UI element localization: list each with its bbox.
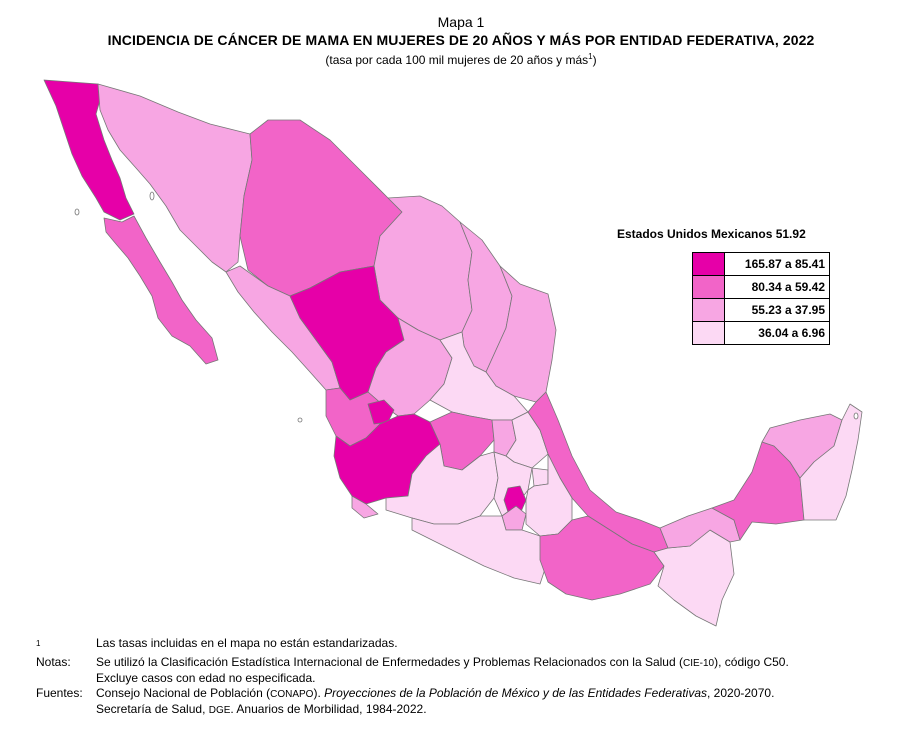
state-tamaulipas [485,265,557,403]
legend-range-class-2: 80.34 a 59.42 [751,280,825,294]
map-number: Mapa 1 [437,14,485,30]
subtitle-footnote-marker: 1 [588,52,593,61]
map-header: Mapa 1 INCIDENCIA DE CÁNCER DE MAMA EN M… [0,14,922,68]
map-subtitle: (tasa por cada 100 mil mujeres de 20 año… [0,49,922,68]
notas-label: Notas: [36,655,71,669]
state-baja-california [43,79,135,221]
fuentes-label: Fuentes: [36,686,83,700]
legend-row: 165.87 a 85.41 [693,253,829,276]
island-tiburon [149,191,155,201]
footnote-row: 1 Las tasas incluidas en el mapa no está… [36,636,906,655]
legend-swatch-class-3 [693,299,725,321]
state-colima [351,495,379,519]
state-baja-california-sur [103,215,219,365]
legend-range-class-3: 55.23 a 37.95 [751,303,825,317]
legend-range-class-1: 165.87 a 85.41 [744,257,825,271]
subtitle-text: (tasa por cada 100 mil mujeres de 20 año… [325,53,589,67]
state-aguascalientes [367,399,395,425]
state-quintana-roo [799,403,863,521]
notes-section: 1 Las tasas incluidas en el mapa no está… [36,636,906,718]
island-cozumel [853,412,859,420]
legend-title: Estados Unidos Mexicanos 51.92 [617,227,806,241]
legend-row: 36.04 a 6.96 [693,322,829,344]
notas-row: Notas: Se utilizó la Clasificación Estad… [36,655,906,686]
state-guerrero [411,515,549,585]
state-tlaxcala [531,467,549,487]
map-title: INCIDENCIA DE CÁNCER DE MAMA EN MUJERES … [107,32,815,48]
legend-swatch-class-4 [693,322,725,344]
legend-swatch-class-1 [693,253,725,275]
footnote-text: Las tasas incluidas en el mapa no están … [96,636,398,650]
state-sonora [97,83,253,273]
island-islas-marias [297,417,303,423]
state-tabasco [659,507,741,549]
notas-text: Se utilizó la Clasificación Estadística … [96,655,789,685]
legend-row: 80.34 a 59.42 [693,276,829,299]
fuentes-text: Consejo Nacional de Población (CONAPO). … [96,686,775,716]
legend-range-class-4: 36.04 a 6.96 [758,326,825,340]
island-cedros [74,208,80,216]
legend: 165.87 a 85.41 80.34 a 59.42 55.23 a 37.… [692,252,830,345]
footnote-marker: 1 [36,639,41,648]
state-puebla [525,453,573,537]
legend-row: 55.23 a 37.95 [693,299,829,322]
legend-swatch-class-2 [693,276,725,298]
fuentes-row: Fuentes: Consejo Nacional de Población (… [36,686,906,718]
subtitle-close: ) [592,53,597,67]
